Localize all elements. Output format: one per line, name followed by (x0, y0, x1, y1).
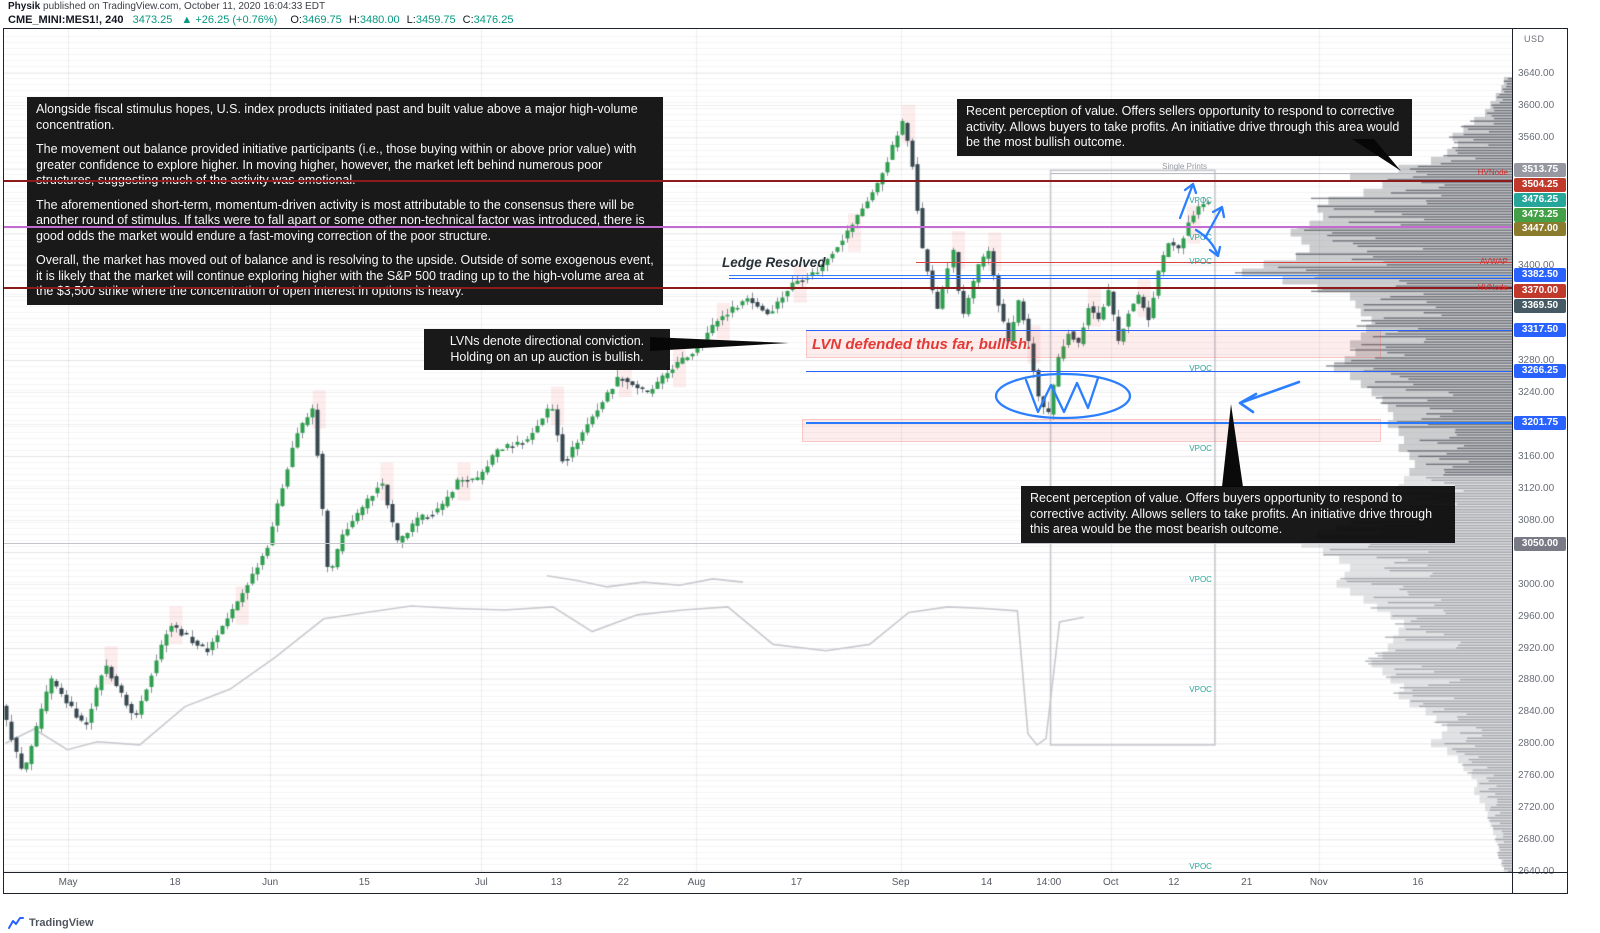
ledge-resolved-label: Ledge Resolved (722, 255, 826, 270)
time-axis[interactable] (4, 873, 1512, 893)
buyers-note-text: Recent perception of value. Offers buyer… (1030, 491, 1433, 536)
price-change: ▲ +26.25 (+0.76%) (181, 14, 278, 26)
open-value: 3469.75 (302, 14, 342, 26)
tradingview-logo-icon (8, 917, 24, 929)
commentary-paragraph: The aforementioned short-term, momentum-… (36, 197, 645, 243)
lvn-defended-label: LVN defended thus far, bullish. (812, 336, 1032, 353)
axis-separator-horizontal (3, 872, 1568, 873)
price-axis[interactable] (1513, 29, 1567, 872)
price-scale-currency: USD (1524, 34, 1545, 44)
commentary-paragraph: Overall, the market has moved out of bal… (36, 253, 654, 298)
low-value: 3459.75 (415, 14, 456, 26)
publish-text: published on TradingView.com, October 11… (40, 1, 326, 12)
axis-separator-vertical (1512, 28, 1513, 894)
tradingview-brand-text: TradingView (29, 917, 94, 929)
high-value: 3480.00 (359, 14, 400, 26)
lvn-note-text: LVNs denote directional conviction. Hold… (449, 334, 645, 364)
author-name: Physik (8, 1, 41, 12)
commentary-paragraph: The movement out balance provided initia… (36, 142, 637, 187)
symbol-legend: CME_MINI:MES1!, 240 3473.25 ▲ +26.25 (+0… (8, 14, 513, 26)
sellers-note-text: Recent perception of value. Offers selle… (966, 104, 1400, 149)
publish-info: Physik published on TradingView.com, Oct… (8, 1, 325, 12)
tradingview-logo[interactable]: TradingView (8, 916, 94, 930)
commentary-paragraph: Alongside fiscal stimulus hopes, U.S. in… (36, 102, 638, 132)
sellers-note: Recent perception of value. Offers selle… (957, 99, 1412, 156)
close-value: 3476.25 (473, 14, 514, 26)
open-label: O: (290, 14, 302, 26)
last-price: 3473.25 (132, 14, 173, 26)
low-label: L: (406, 14, 416, 26)
high-label: H: (348, 14, 360, 26)
commentary-note: Alongside fiscal stimulus hopes, U.S. in… (27, 97, 663, 305)
symbol-title: CME_MINI:MES1!, 240 (8, 14, 124, 26)
lvn-note: LVNs denote directional conviction. Hold… (424, 329, 670, 370)
close-label: C: (462, 14, 474, 26)
buyers-note: Recent perception of value. Offers buyer… (1021, 486, 1455, 543)
